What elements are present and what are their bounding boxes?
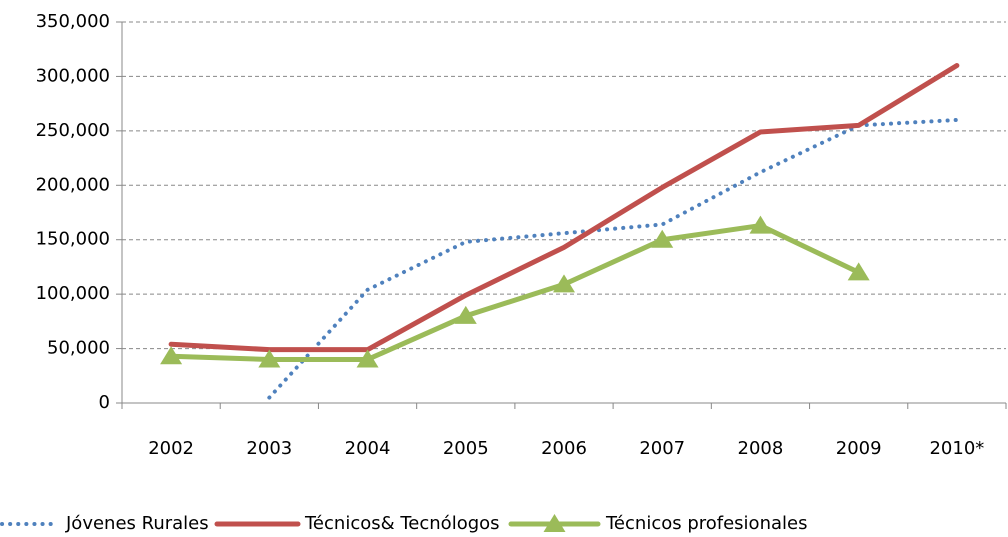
x-tick-label: 2009 — [836, 438, 882, 459]
marker — [651, 229, 674, 248]
x-tick-label: 2007 — [639, 438, 685, 459]
y-tick-label: 200,000 — [36, 174, 110, 195]
marker — [749, 215, 772, 234]
x-tick-label: 2005 — [443, 438, 489, 459]
x-tick-label: 2006 — [541, 438, 587, 459]
x-tick-label: 2010* — [929, 438, 984, 459]
legend-label: Técnicos profesionales — [605, 513, 807, 534]
marker — [847, 262, 870, 281]
x-tick-label: 2003 — [246, 438, 292, 459]
x-tick-label: 2008 — [738, 438, 784, 459]
marker — [356, 349, 379, 368]
y-tick-label: 50,000 — [47, 338, 110, 359]
series-line — [267, 117, 959, 400]
marker — [553, 274, 575, 293]
marker — [454, 305, 477, 324]
legend-label: Técnicos& Tecnólogos — [304, 513, 500, 534]
x-tick-label: 2002 — [148, 438, 194, 459]
x-tick-label: 2004 — [345, 438, 391, 459]
y-tick-label: 150,000 — [36, 229, 110, 250]
legend-marker — [543, 514, 566, 532]
y-tick-label: 300,000 — [36, 65, 110, 86]
legend-label: Jóvenes Rurales — [65, 513, 209, 534]
series-line — [168, 63, 960, 353]
y-tick-label: 0 — [99, 392, 110, 413]
y-tick-label: 250,000 — [36, 120, 110, 141]
y-tick-label: 100,000 — [36, 283, 110, 304]
marker — [258, 349, 281, 368]
marker — [160, 346, 183, 365]
series-line — [168, 223, 862, 362]
y-tick-label: 350,000 — [36, 11, 110, 32]
